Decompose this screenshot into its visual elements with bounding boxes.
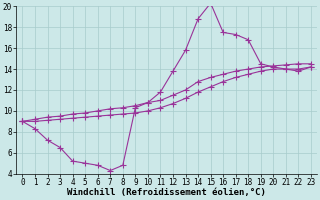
X-axis label: Windchill (Refroidissement éolien,°C): Windchill (Refroidissement éolien,°C): [67, 188, 266, 197]
